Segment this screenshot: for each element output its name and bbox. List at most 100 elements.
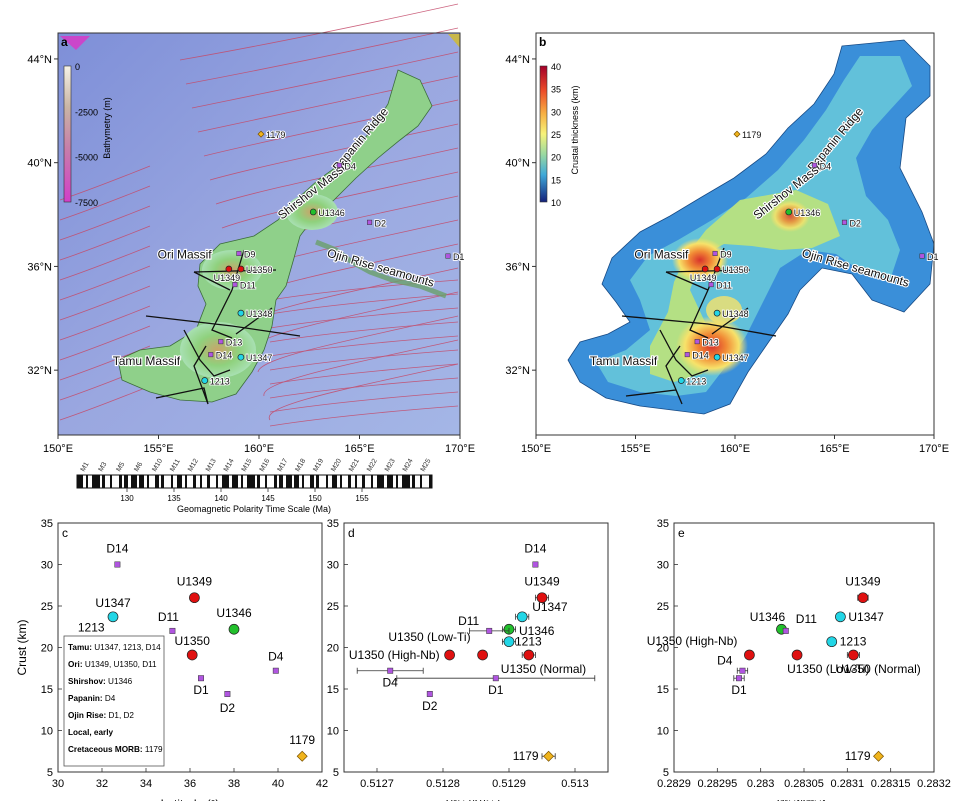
data-point [444, 649, 455, 661]
y-tick-label: 25 [41, 601, 53, 613]
point-label: U1346 [750, 610, 786, 624]
data-point [492, 675, 499, 682]
lat-tick-label: 32°N [505, 365, 530, 377]
x-tick-label: 0.28305 [784, 778, 824, 790]
site-label: U1348 [722, 309, 749, 319]
site-marker [218, 339, 224, 345]
data-point [224, 691, 231, 697]
polarity-chron [131, 475, 137, 488]
chron-label: M22 [366, 458, 379, 473]
y-tick-label: 30 [657, 560, 669, 572]
colorbar-tick: 30 [551, 107, 561, 117]
lon-tick-label: 165°E [344, 443, 374, 455]
point-label: U1350 (Normal) [835, 662, 920, 676]
legend-entry: Tamu: U1347, 1213, D14 [68, 643, 161, 652]
colorbar-tick: 35 [551, 85, 561, 95]
y-tick-label: 25 [327, 601, 339, 613]
polarity-chron [92, 475, 100, 488]
point-label: 1213 [515, 635, 542, 649]
colorbar-tick: -2500 [75, 107, 98, 117]
polarity-chron [402, 475, 410, 488]
point-label: U1350 (Low-Ti) [388, 630, 470, 644]
lon-tick-label: 160°E [244, 443, 274, 455]
colorbar-tick: 20 [551, 153, 561, 163]
chron-label: M5 [115, 461, 126, 473]
site-label: D1 [927, 252, 939, 262]
polarity-chron [241, 475, 243, 488]
site-marker [712, 250, 718, 256]
x-tick-label: 42 [316, 778, 328, 790]
polarity-chron [348, 475, 351, 488]
legend-entry: Cretaceous MORB: 1179 [68, 745, 163, 754]
data-point [198, 675, 204, 682]
polarity-chron [286, 475, 292, 488]
x-tick-label: 0.5129 [492, 778, 526, 790]
site-label: U1346 [318, 208, 345, 218]
age-label: 130 [120, 494, 134, 503]
point-label: D14 [106, 542, 128, 556]
site-marker [237, 353, 245, 361]
site-label: U1349 [690, 273, 717, 283]
data-point [189, 592, 200, 604]
polarity-chron [340, 475, 342, 488]
data-point [516, 611, 528, 623]
crust-vs-nd-panel: 5 10 15 20 25 30 35 0.5127 0.5128 0.5129 0.513 D14 U… [327, 518, 609, 801]
chron-label: M15 [241, 458, 254, 473]
point-label: D4 [383, 676, 399, 690]
x-axis-label: 143Nd/144Nd(t) [445, 799, 506, 801]
point-label: D2 [422, 699, 438, 713]
polarity-chron [377, 475, 384, 488]
site-marker [225, 265, 233, 273]
site-label: U1347 [246, 353, 273, 363]
age-label: 150 [308, 494, 322, 503]
y-tick-label: 10 [327, 726, 339, 738]
map-a-axes: 150°E 155°E 160°E 165°E 170°E 44°N 40°N 36°N 32°… [27, 54, 475, 455]
site-label: 1179 [742, 130, 761, 140]
polarity-chron [216, 475, 218, 488]
data-point [186, 649, 198, 661]
y-tick-label: 5 [47, 767, 53, 779]
chron-label: M16 [259, 458, 272, 473]
x-tick-label: 0.5128 [426, 778, 460, 790]
chron-label: M23 [384, 458, 397, 473]
point-label: D11 [796, 612, 817, 626]
plot-frame [673, 522, 935, 773]
data-point [736, 675, 742, 682]
x-tick-label: 0.513 [561, 778, 589, 790]
polarity-chron [420, 475, 422, 488]
site-marker [841, 219, 847, 225]
x-tick-label: 34 [140, 778, 152, 790]
x-tick-label: 30 [52, 778, 64, 790]
site-label: D11 [240, 281, 256, 291]
site-marker [236, 250, 242, 256]
lat-tick-label: 36°N [27, 261, 52, 273]
x-tick-label: 0.283 [747, 778, 775, 790]
point-label: U1350 [175, 634, 211, 648]
site-marker [785, 208, 793, 216]
point-label: D11 [158, 610, 179, 624]
chron-label: M1 [80, 461, 91, 473]
x-tick-label: 0.28315 [871, 778, 911, 790]
colorbar-tick: 40 [551, 62, 561, 72]
x-axis-label: 176Hf/177Hf(t) [776, 799, 831, 801]
lat-tick-label: 36°N [505, 261, 530, 273]
point-label: 1213 [840, 635, 867, 649]
lon-tick-label: 150°E [521, 443, 551, 455]
polarity-chron [396, 475, 398, 488]
polarity-chron [429, 475, 432, 488]
polarity-chron [274, 475, 277, 488]
point-label: U1347 [532, 600, 568, 614]
y-tick-label: 20 [657, 643, 669, 655]
site-label: U1346 [794, 208, 821, 218]
lon-tick-label: 170°E [445, 443, 475, 455]
y-tick-label: 15 [41, 684, 53, 696]
polarity-chron [362, 475, 365, 488]
polarity-chron [302, 475, 304, 488]
point-label: 1179 [845, 749, 871, 763]
site-label: D14 [692, 351, 709, 361]
data-point [503, 636, 515, 648]
site-marker [309, 208, 317, 216]
polarity-chron [124, 475, 128, 488]
